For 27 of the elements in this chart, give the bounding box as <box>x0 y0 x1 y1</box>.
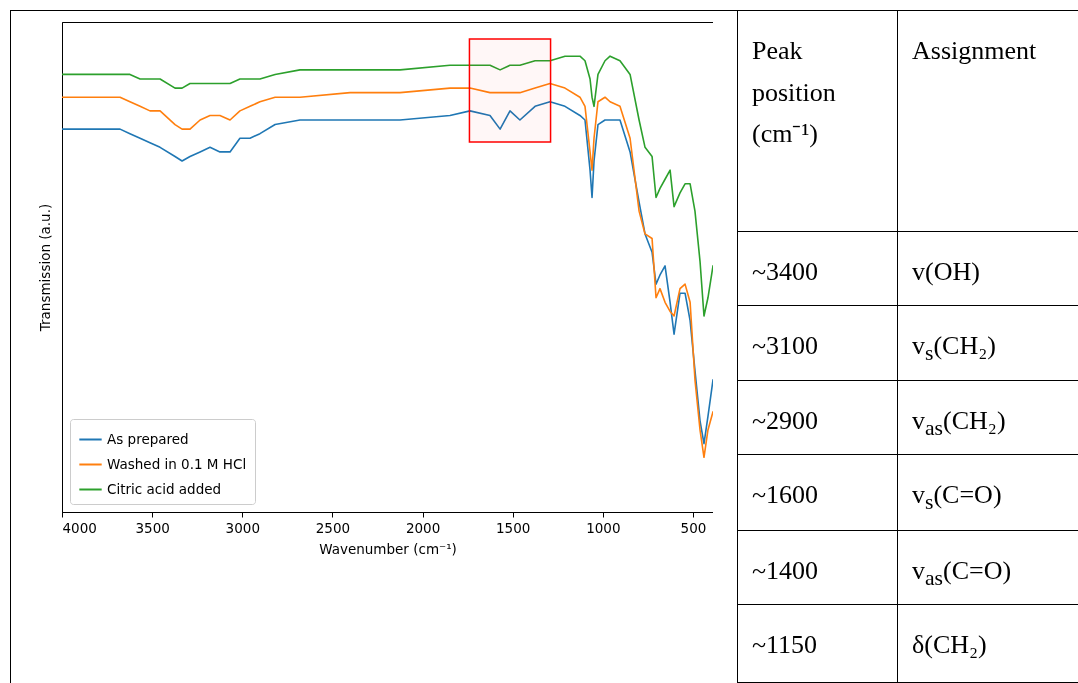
text: ~2900 <box>737 381 897 455</box>
x-tick-label: 1500 <box>496 519 531 536</box>
text: Assignment <box>897 10 1078 232</box>
text: δ(CH₂) <box>897 605 1078 683</box>
text: ~1600 <box>737 455 897 531</box>
legend-label: Citric acid added <box>107 480 222 497</box>
x-axis-title: Wavenumber (cm⁻¹) <box>319 541 457 557</box>
text: Peak position (cm⁻¹) <box>737 10 897 232</box>
x-tick-label: 500 <box>680 519 707 536</box>
x-tick-label: 3000 <box>225 519 260 536</box>
x-tick-label: 3500 <box>135 519 170 536</box>
x-tick-label: 2000 <box>405 519 441 536</box>
text: v$_{s}$(C=O) <box>897 455 1078 531</box>
legend-label: As prepared <box>107 430 189 447</box>
x-tick-label: 1000 <box>586 519 621 536</box>
text: v$_{as}$(C=O) <box>897 531 1078 605</box>
text: ~3100 <box>737 306 897 381</box>
text: v(OH) <box>897 232 1078 306</box>
text: ~1150 <box>737 605 897 683</box>
x-tick-label: 2500 <box>315 519 351 536</box>
text: v$_{s}$(CH₂) <box>897 306 1078 381</box>
text: v$_{as}$(CH₂) <box>897 381 1078 455</box>
text: ~1400 <box>737 531 897 605</box>
x-tick-label: 4000 <box>62 519 97 536</box>
y-axis-title: Transmission (a.u.) <box>36 203 53 333</box>
text: ~3400 <box>737 232 897 306</box>
legend-label: Washed in 0.1 M HCl <box>107 455 247 472</box>
